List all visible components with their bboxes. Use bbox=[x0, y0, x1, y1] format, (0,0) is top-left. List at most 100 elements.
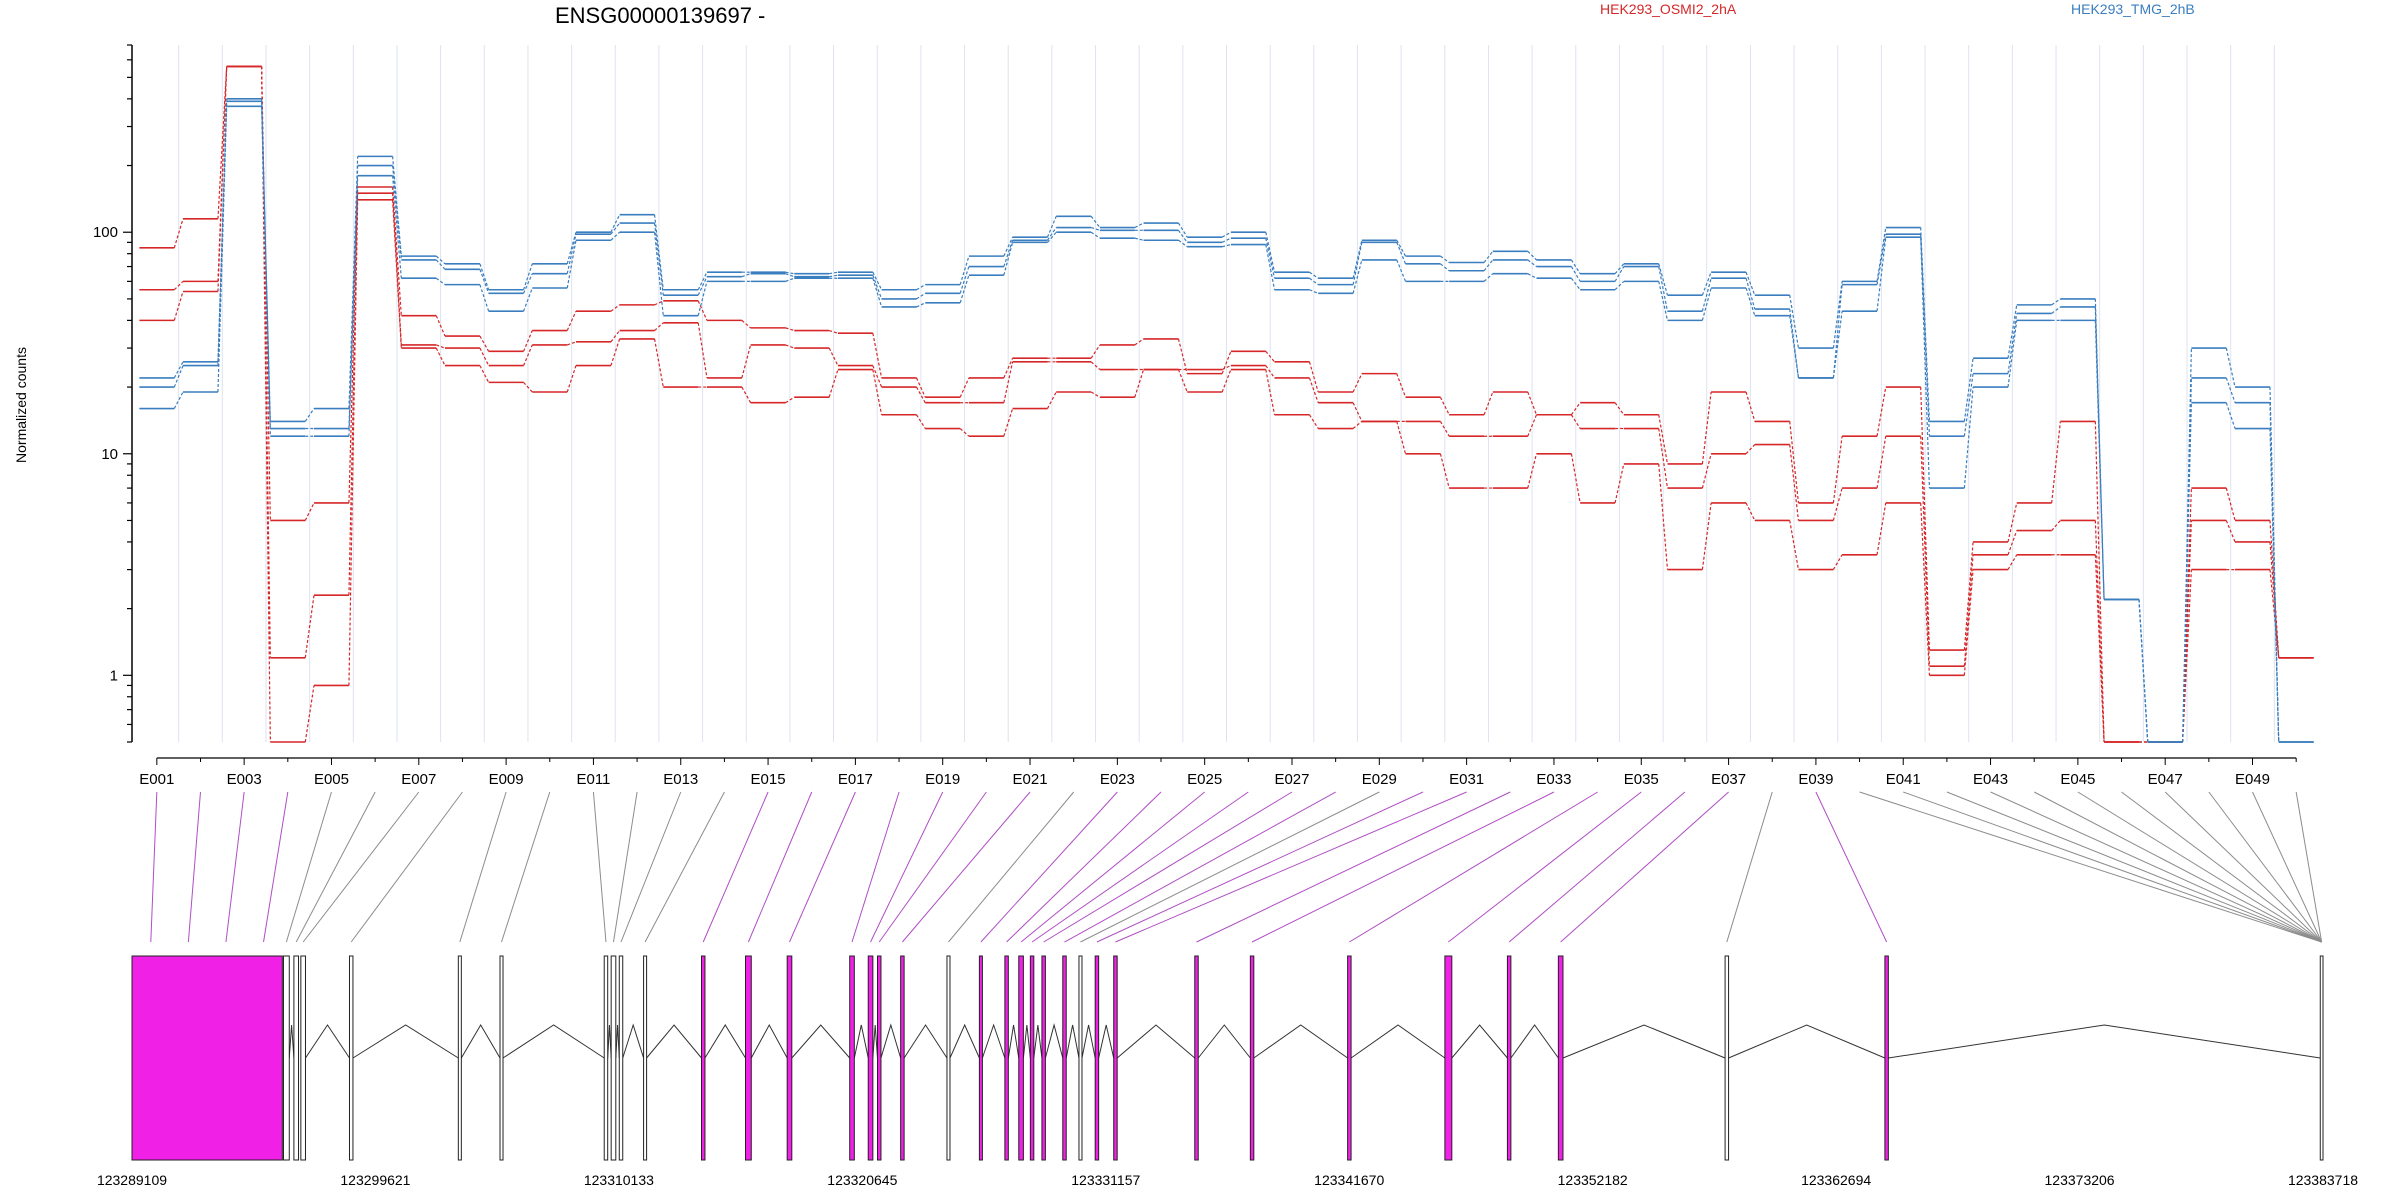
transition-segment bbox=[1745, 444, 1756, 455]
transition-segment bbox=[1309, 277, 1319, 286]
exon-connector-line bbox=[459, 791, 507, 943]
transition-segment bbox=[2182, 402, 2192, 743]
intron-line bbox=[1728, 1024, 1886, 1059]
exon-tick-label: E015 bbox=[751, 771, 786, 788]
exon-box-highlighted bbox=[1194, 955, 1199, 1161]
transition-segment bbox=[959, 377, 970, 398]
transition-segment bbox=[872, 278, 883, 308]
transition-segment bbox=[2007, 554, 2018, 570]
transition-segment bbox=[1134, 237, 1144, 241]
series-tmg-5 bbox=[139, 105, 2314, 743]
exon-connector-line bbox=[302, 791, 420, 943]
intron-line bbox=[607, 1024, 612, 1059]
genomic-coordinate-label: 123373206 bbox=[2045, 1172, 2115, 1188]
transition-segment bbox=[523, 273, 533, 294]
transition-segment bbox=[1570, 453, 1581, 504]
transition-segment bbox=[1570, 414, 1581, 429]
transition-segment bbox=[916, 284, 926, 291]
exon-box bbox=[946, 955, 951, 1161]
exon-tick-label: E013 bbox=[663, 771, 698, 788]
transition-segment bbox=[2007, 530, 2018, 555]
transition-segment bbox=[1221, 369, 1232, 393]
transition-segment bbox=[1177, 222, 1188, 238]
transition-segment bbox=[1308, 414, 1319, 429]
exon-tick-label: E005 bbox=[314, 771, 349, 788]
exon-box-highlighted bbox=[1029, 955, 1035, 1161]
exon-box bbox=[499, 955, 504, 1161]
transition-segment bbox=[872, 333, 883, 379]
exon-tick-label: E029 bbox=[1362, 771, 1397, 788]
transition-segment bbox=[1614, 266, 1625, 282]
intron-line bbox=[502, 1024, 605, 1059]
exon-tick-label: E039 bbox=[1798, 771, 1833, 788]
transition-segment bbox=[653, 232, 664, 316]
exon-box bbox=[618, 955, 624, 1161]
transition-segment bbox=[348, 175, 359, 437]
exon-connector-line bbox=[295, 791, 376, 943]
transition-segment bbox=[1221, 365, 1232, 371]
exon-connector-line bbox=[2295, 791, 2323, 943]
transition-segment bbox=[785, 327, 795, 332]
transition-segment bbox=[566, 310, 577, 331]
transition-segment bbox=[1309, 289, 1319, 294]
legend-label-osmi2: HEK293_OSMI2_2hA bbox=[1600, 1, 1737, 17]
transition-segment bbox=[1963, 358, 1974, 422]
transition-segment bbox=[1221, 351, 1232, 374]
transition-segment bbox=[2094, 520, 2105, 743]
transition-segment bbox=[1658, 266, 1669, 312]
intron-line bbox=[981, 1023, 1006, 1059]
transition-segment bbox=[1876, 502, 1887, 555]
transition-segment bbox=[1178, 239, 1188, 248]
exon-box-highlighted bbox=[1506, 955, 1512, 1161]
exon-connector-line bbox=[2164, 791, 2322, 943]
exon-connector-line bbox=[1020, 791, 1205, 943]
transition-segment bbox=[697, 276, 708, 296]
transition-segment bbox=[1745, 271, 1756, 296]
transition-segment bbox=[2007, 304, 2018, 359]
exon-box-highlighted bbox=[900, 955, 905, 1161]
transition-segment bbox=[2051, 298, 2061, 306]
transition-segment bbox=[1483, 250, 1494, 263]
exon-tick-label: E047 bbox=[2148, 771, 2183, 788]
exon-connector-line bbox=[1115, 791, 1467, 943]
transition-segment bbox=[1658, 428, 1669, 489]
transition-segment bbox=[479, 335, 490, 352]
exon-box bbox=[282, 955, 290, 1161]
exon-connector-line bbox=[225, 791, 245, 943]
exon-connector-line bbox=[1859, 791, 2322, 943]
genomic-coordinate-label: 123331157 bbox=[1071, 1172, 1140, 1188]
transition-segment bbox=[173, 218, 184, 249]
exon-connector-line bbox=[1349, 791, 1598, 943]
transition-segment bbox=[1352, 402, 1363, 422]
exon-connector-line bbox=[1043, 791, 1293, 943]
exon-connector-line bbox=[612, 791, 638, 943]
exon-connector-line bbox=[2208, 791, 2323, 943]
transition-segment bbox=[1440, 263, 1450, 272]
transition-segment bbox=[2138, 599, 2149, 743]
exon-box-highlighted bbox=[1884, 955, 1889, 1161]
exon-box-highlighted bbox=[876, 955, 882, 1161]
genomic-coordinate-label: 123341670 bbox=[1314, 1172, 1384, 1188]
exon-box-highlighted bbox=[786, 955, 793, 1161]
intron-line bbox=[880, 1023, 902, 1059]
exon-box bbox=[610, 955, 617, 1161]
genomic-coordinate-label: 123289109 bbox=[97, 1172, 167, 1188]
transition-segment bbox=[1046, 216, 1057, 238]
exon-box-highlighted bbox=[1062, 955, 1067, 1161]
transition-segment bbox=[1483, 273, 1494, 282]
transition-segment bbox=[1352, 420, 1363, 429]
transition-segment bbox=[2007, 502, 2018, 543]
transition-segment bbox=[1527, 414, 1538, 437]
transition-segment bbox=[523, 344, 533, 366]
transition-segment bbox=[1920, 502, 1931, 676]
transition-segment bbox=[523, 381, 533, 393]
transition-segment bbox=[1003, 361, 1014, 403]
intron-line bbox=[949, 1023, 980, 1059]
transition-segment bbox=[479, 365, 490, 383]
transition-segment bbox=[1527, 259, 1537, 268]
exon-box bbox=[603, 955, 609, 1161]
transition-segment bbox=[1352, 373, 1363, 393]
transition-segment bbox=[1789, 444, 1800, 521]
transition-segment bbox=[348, 199, 359, 686]
transition-segment bbox=[1701, 453, 1712, 489]
